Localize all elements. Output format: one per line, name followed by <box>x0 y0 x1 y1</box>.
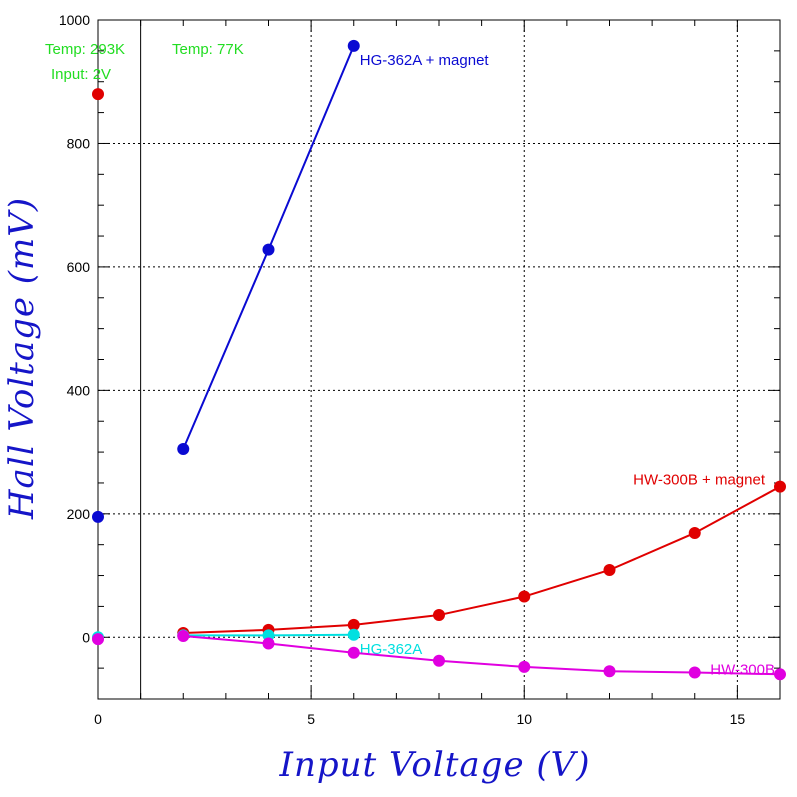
x-tick-label: 5 <box>307 711 315 727</box>
x-tick-label: 15 <box>730 711 746 727</box>
series-label: HG-362A <box>360 641 423 658</box>
data-point <box>688 526 701 539</box>
data-point <box>262 243 275 256</box>
x-tick-label: 10 <box>516 711 532 727</box>
annotation-text: Input: 2V <box>51 66 111 83</box>
data-point <box>347 628 360 641</box>
series-line <box>183 485 781 634</box>
data-point <box>774 668 786 681</box>
data-point <box>347 646 360 659</box>
reference-point <box>92 510 104 523</box>
tick-labels: 0 5 10 15 0 200 400 600 800 1000 <box>59 12 746 727</box>
y-tick-label: 400 <box>67 382 91 398</box>
y-axis-title: Hall Voltage (mV) <box>2 197 42 520</box>
data-point <box>518 590 531 603</box>
data-point <box>774 480 786 493</box>
y-tick-label: 1000 <box>59 12 90 28</box>
data-point <box>347 39 360 52</box>
series-layer: HG-362A + magnet HW-300B + magnet HG-362A H… <box>92 39 786 681</box>
annotations: Temp: 293K Input: 2V Temp: 77K <box>45 41 244 83</box>
grid-lines <box>98 20 780 699</box>
reference-point <box>92 633 104 646</box>
annotation-text: Temp: 293K <box>45 41 125 58</box>
annotation-text: Temp: 77K <box>172 41 244 58</box>
series-label: HW-300B <box>710 661 775 678</box>
data-point <box>603 563 616 576</box>
data-point <box>433 609 445 622</box>
series-line <box>183 635 781 676</box>
y-tick-label: 600 <box>67 259 91 275</box>
data-point <box>177 443 190 456</box>
series-hw-300b: HW-300B <box>92 630 786 681</box>
axis-ticks <box>97 19 781 700</box>
series-label: HG-362A + magnet <box>360 52 490 69</box>
x-tick-label: 0 <box>94 711 102 727</box>
data-point <box>688 666 701 679</box>
data-point <box>177 630 190 643</box>
data-point <box>603 665 616 678</box>
series-hw-300b-magnet: HW-300B + magnet <box>92 88 786 639</box>
x-axis-title: Input Voltage (V) <box>279 745 591 785</box>
y-tick-label: 0 <box>82 629 90 645</box>
data-point <box>347 618 360 631</box>
y-tick-label: 800 <box>67 135 91 151</box>
series-hg-362a-magnet: HG-362A + magnet <box>92 39 490 523</box>
plot-frame <box>97 19 781 700</box>
reference-point <box>92 88 104 101</box>
data-point <box>518 660 531 673</box>
series-label: HW-300B + magnet <box>633 472 766 489</box>
data-point <box>433 654 445 667</box>
data-point <box>262 637 275 650</box>
y-tick-label: 200 <box>67 506 91 522</box>
